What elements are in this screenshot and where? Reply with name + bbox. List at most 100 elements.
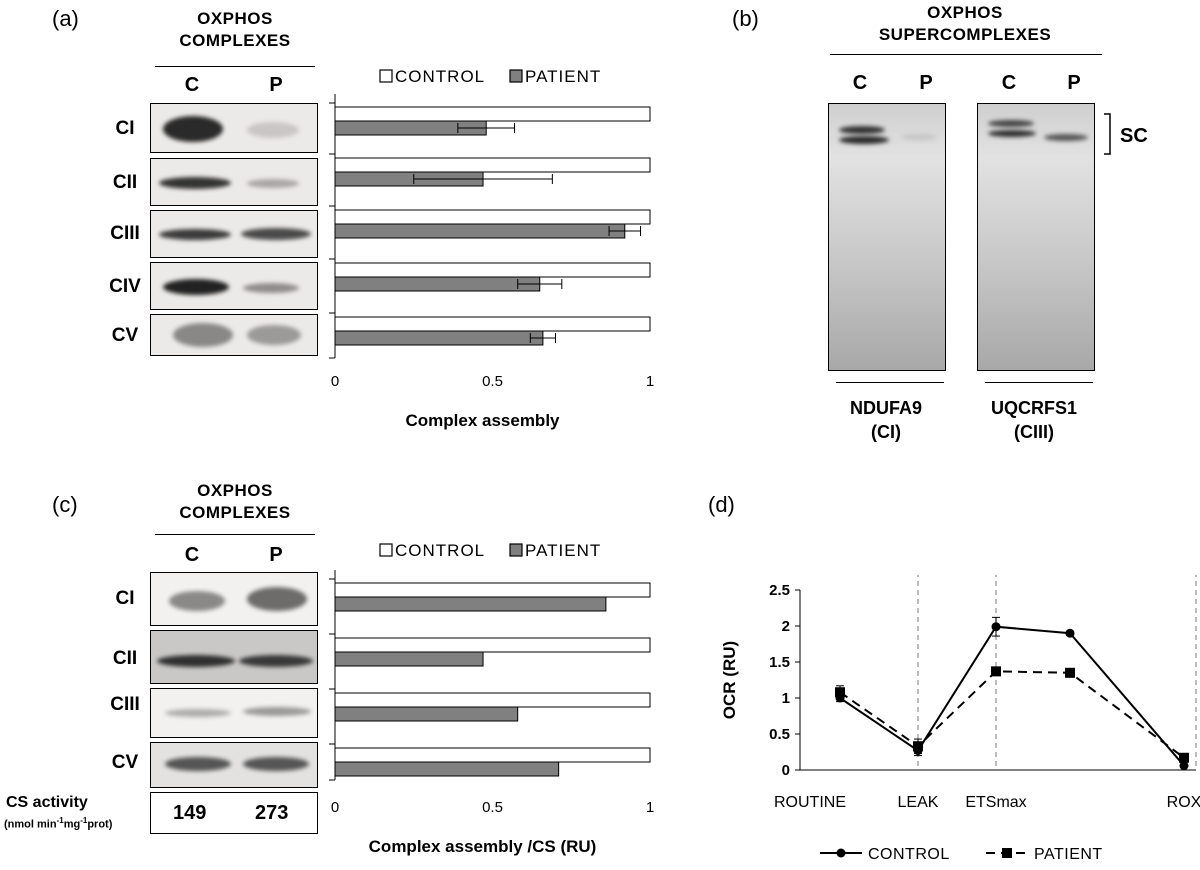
legend-patient-label: PATIENT <box>1034 846 1103 863</box>
series-line-control <box>839 625 1185 767</box>
panel-d-label: (d) <box>708 492 735 517</box>
bar-patient-cv <box>334 330 544 346</box>
y-axis-title: OCR (RU) <box>720 641 739 719</box>
bar-patient-cv <box>334 761 560 777</box>
panel-b-header-rule <box>830 54 1102 55</box>
panel-a-header-line2: COMPLEXES <box>179 31 291 50</box>
chart-c-assembly-per-cs: CONTROL PATIENT 0 0.5 1 Complex assembly /CS … <box>329 541 654 856</box>
x-tick-label-routine: ROUTINE <box>774 794 846 811</box>
x-tick-label-rox: ROX <box>1167 794 1200 811</box>
blot-c-ci <box>150 572 318 626</box>
panel-c-row-cv: CV <box>111 752 139 773</box>
x-tick-label: 0 <box>331 373 339 390</box>
bar-control-ci <box>334 582 651 598</box>
panel-a-row-ci: CI <box>115 118 135 139</box>
panel-c-row-ci: CI <box>115 588 135 609</box>
legend-patient-swatch <box>509 543 523 557</box>
point-patient <box>835 687 845 698</box>
bar-control-cii <box>334 637 651 653</box>
blot-a-cii <box>150 158 318 206</box>
legend-control-label: CONTROL <box>395 67 485 86</box>
gel1-rule <box>836 382 944 383</box>
blot-a-ci <box>150 103 318 153</box>
point-control <box>991 622 1001 632</box>
x-axis-title: Complex assembly <box>405 411 560 430</box>
panel-b-lane-p1: P <box>919 72 933 94</box>
series-line-patient <box>839 670 1185 759</box>
bar-control-ciii <box>334 692 651 708</box>
bar-patient-ciii <box>334 223 626 239</box>
point-control <box>1065 628 1075 638</box>
y-tick-label: 0.5 <box>769 726 790 743</box>
bar-control-ci <box>334 106 651 122</box>
x-tick-label: 0.5 <box>482 373 503 390</box>
gel2-rule <box>985 382 1093 383</box>
blot-a-civ <box>150 262 318 310</box>
panel-a-header-rule <box>155 66 315 67</box>
y-tick-label: 1.5 <box>769 654 790 671</box>
panel-a-row-cii: CII <box>112 172 138 193</box>
panel-a-label: (a) <box>52 6 79 31</box>
point-patient <box>1065 667 1075 678</box>
cs-activity-box: 149 273 <box>150 792 318 834</box>
panel-b-header-line2: SUPERCOMPLEXES <box>878 25 1052 44</box>
legend-control-swatch <box>379 69 393 83</box>
panel-c-header-rule <box>155 534 315 535</box>
y-tick-label: 1 <box>782 690 790 707</box>
gel2-name: UQCRFS1 (CIII) <box>968 396 1100 444</box>
cs-activity-label: CS activity <box>6 794 88 811</box>
bar-patient-ciii <box>334 706 519 722</box>
x-tick-label: 0 <box>331 799 339 816</box>
bar-patient-cii <box>334 651 484 667</box>
panel-b-lane-p2: P <box>1067 72 1081 94</box>
gel2-name-line2: (CIII) <box>1014 422 1054 442</box>
blot-c-ciii <box>150 688 318 738</box>
gel1-name-line2: (CI) <box>871 422 901 442</box>
chart-a-complex-assembly: CONTROL PATIENT 0 0.5 1 Complex assembly <box>329 67 654 430</box>
legend-control-label: CONTROL <box>868 846 950 863</box>
panel-c-header-line1: OXPHOS <box>197 481 273 500</box>
panel-b-label: (b) <box>732 6 759 31</box>
bar-patient-civ <box>334 276 541 292</box>
sc-bracket-icon <box>1104 113 1111 155</box>
panel-a-row-civ: CIV <box>109 276 141 297</box>
point-patient <box>913 741 923 752</box>
legend-patient-label: PATIENT <box>525 67 601 86</box>
gel-uqcrfs1 <box>977 103 1095 371</box>
x-tick-label: 1 <box>646 373 654 390</box>
bar-control-cii <box>334 157 651 173</box>
panel-c-lane-p: P <box>269 544 283 566</box>
panel-c-row-ciii: CIII <box>110 694 140 715</box>
y-tick-label: 2.5 <box>769 582 790 599</box>
sc-label: SC <box>1120 125 1148 147</box>
blot-c-cii <box>150 630 318 684</box>
panel-a-header: OXPHOS COMPLEXES <box>150 8 320 52</box>
legend-patient-marker <box>1002 848 1012 858</box>
gel2-name-line1: UQCRFS1 <box>990 398 1077 418</box>
bar-patient-ci <box>334 596 607 612</box>
panel-a-header-line1: OXPHOS <box>197 9 273 28</box>
panel-b-lane-c2: C <box>1001 72 1017 94</box>
cs-activity-unit: (nmol min-1mg-1prot) <box>4 816 113 831</box>
bar-control-cv <box>334 747 651 763</box>
bar-control-civ <box>334 262 651 278</box>
panel-a-row-cv: CV <box>111 325 139 346</box>
panel-a-lane-c: C <box>184 74 200 96</box>
legend-control-label: CONTROL <box>395 541 485 560</box>
x-tick-label-leak: LEAK <box>898 794 939 811</box>
gel1-name: NDUFA9 (CI) <box>820 396 952 444</box>
panel-a-lane-p: P <box>269 74 283 96</box>
blot-c-cv <box>150 742 318 788</box>
point-patient <box>991 666 1001 677</box>
panel-a-row-ciii: CIII <box>110 223 140 244</box>
legend-patient-swatch <box>509 69 523 83</box>
bar-control-cv <box>334 316 651 332</box>
bar-control-ciii <box>334 209 651 225</box>
panel-c-header-line2: COMPLEXES <box>179 503 291 522</box>
gel-ndufa9 <box>828 103 946 371</box>
y-tick-label: 0 <box>782 762 790 779</box>
legend-control-swatch <box>379 543 393 557</box>
cs-activity-patient: 273 <box>255 802 289 824</box>
panel-c-header: OXPHOS COMPLEXES <box>150 480 320 524</box>
gel1-name-line1: NDUFA9 <box>849 398 922 418</box>
